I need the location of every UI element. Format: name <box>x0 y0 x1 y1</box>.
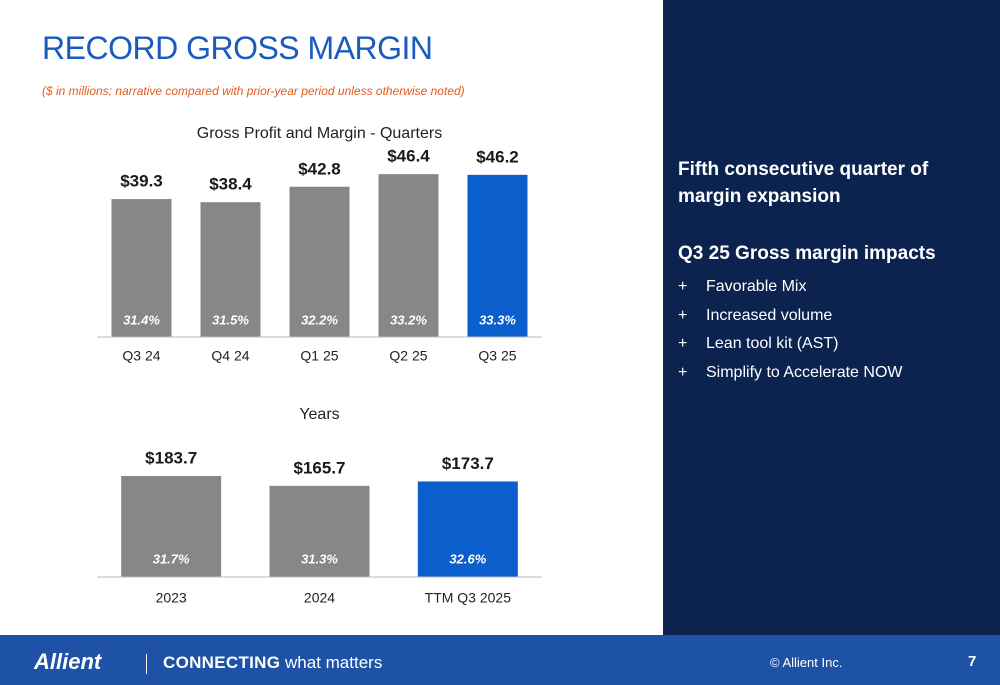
sidebar-list: + Favorable Mix + Increased volume + Lean too… <box>678 278 988 392</box>
bar <box>200 202 261 337</box>
value-label: $39.3 <box>120 172 163 191</box>
slide-title: RECORD GROSS MARGIN <box>42 30 433 66</box>
value-label: $46.4 <box>387 147 430 166</box>
page-number: 7 <box>968 653 977 670</box>
item-text: Simplify to Accelerate NOW <box>706 363 903 381</box>
bar <box>467 174 528 337</box>
list-item: + Simplify to Accelerate NOW <box>678 364 988 393</box>
x-tick-label: Q3 24 <box>122 348 160 364</box>
logo: Allient <box>34 649 102 674</box>
margin-label: 32.2% <box>301 312 338 327</box>
x-tick-label: Q3 25 <box>478 348 516 364</box>
x-tick-label: Q1 25 <box>300 348 338 364</box>
x-tick-label: TTM Q3 2025 <box>425 590 512 606</box>
charts: Gross Profit and Margin - Quarters $39.3 3… <box>97 125 542 606</box>
value-label: $183.7 <box>145 448 197 467</box>
bar <box>289 186 350 337</box>
item-text: Lean tool kit (AST) <box>706 335 839 352</box>
sidebar-panel <box>663 0 1000 635</box>
copyright: © Allient Inc. <box>770 655 843 670</box>
x-tick-label: Q4 24 <box>211 348 249 364</box>
value-label: $38.4 <box>209 175 252 194</box>
x-tick-label: Q2 25 <box>389 348 427 364</box>
sidebar-headline: Fifth consecutive quarter of margin expa… <box>678 159 929 207</box>
tagline-rest: what matters <box>285 653 383 672</box>
margin-label: 33.3% <box>479 312 516 327</box>
value-label: $42.8 <box>298 159 341 178</box>
margin-label: 31.3% <box>301 551 338 566</box>
bar <box>269 485 370 577</box>
item-text: Increased volume <box>706 306 833 324</box>
value-label: $173.7 <box>442 454 494 473</box>
value-label: $165.7 <box>294 458 346 477</box>
marker: + <box>678 278 688 295</box>
list-item: + Favorable Mix <box>678 278 988 307</box>
marker: + <box>678 306 688 324</box>
value-label: $46.2 <box>476 147 519 166</box>
chart-title: Years <box>299 406 339 423</box>
item-text: Favorable Mix <box>706 278 807 295</box>
sidebar-subhead: Q3 25 Gross margin impacts <box>678 243 936 264</box>
bar <box>111 199 172 337</box>
x-tick-label: 2024 <box>304 590 335 606</box>
list-item: + Lean tool kit (AST) <box>678 335 988 364</box>
margin-label: 32.6% <box>449 551 486 566</box>
list-item: + Increased volume <box>678 307 988 336</box>
marker: + <box>678 363 688 381</box>
footer-bar <box>0 635 1000 685</box>
margin-label: 31.4% <box>123 312 160 327</box>
x-tick-label: 2023 <box>156 590 187 606</box>
separator <box>146 654 147 674</box>
bar <box>121 475 222 577</box>
slide-subtitle: ($ in millions; narrative compared with … <box>42 84 465 98</box>
chart-title: Gross Profit and Margin - Quarters <box>197 125 442 142</box>
margin-label: 31.5% <box>212 312 249 327</box>
bar <box>417 481 518 577</box>
tagline: CONNECTING what matters <box>163 653 382 673</box>
bar <box>378 174 439 337</box>
marker: + <box>678 335 688 352</box>
margin-label: 33.2% <box>390 312 427 327</box>
margin-label: 31.7% <box>153 551 190 566</box>
tagline-strong: CONNECTING <box>163 653 281 672</box>
